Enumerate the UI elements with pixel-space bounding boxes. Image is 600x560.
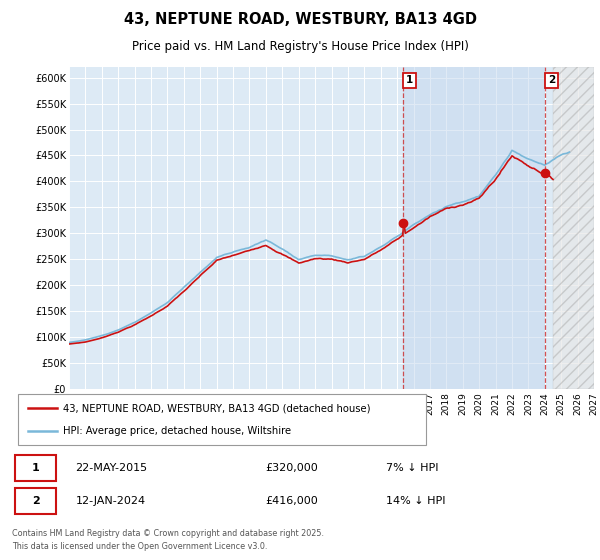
Text: Price paid vs. HM Land Registry's House Price Index (HPI): Price paid vs. HM Land Registry's House … <box>131 40 469 53</box>
Text: 1: 1 <box>32 463 40 473</box>
Bar <box>553 67 594 389</box>
Text: 22-MAY-2015: 22-MAY-2015 <box>76 463 148 473</box>
Text: 43, NEPTUNE ROAD, WESTBURY, BA13 4GD (detached house): 43, NEPTUNE ROAD, WESTBURY, BA13 4GD (de… <box>63 403 370 413</box>
Text: £416,000: £416,000 <box>265 496 318 506</box>
FancyBboxPatch shape <box>15 488 56 514</box>
Text: £320,000: £320,000 <box>265 463 318 473</box>
Text: 14% ↓ HPI: 14% ↓ HPI <box>386 496 446 506</box>
FancyBboxPatch shape <box>15 455 56 481</box>
Text: 12-JAN-2024: 12-JAN-2024 <box>76 496 145 506</box>
Text: 7% ↓ HPI: 7% ↓ HPI <box>386 463 439 473</box>
Text: 2: 2 <box>32 496 40 506</box>
Text: 1: 1 <box>406 75 413 85</box>
FancyBboxPatch shape <box>18 394 426 445</box>
Text: 43, NEPTUNE ROAD, WESTBURY, BA13 4GD: 43, NEPTUNE ROAD, WESTBURY, BA13 4GD <box>124 12 476 26</box>
Bar <box>403 67 545 389</box>
Text: HPI: Average price, detached house, Wiltshire: HPI: Average price, detached house, Wilt… <box>63 426 291 436</box>
Text: Contains HM Land Registry data © Crown copyright and database right 2025.
This d: Contains HM Land Registry data © Crown c… <box>12 529 324 552</box>
Text: 2: 2 <box>548 75 555 85</box>
Bar <box>553 67 594 389</box>
